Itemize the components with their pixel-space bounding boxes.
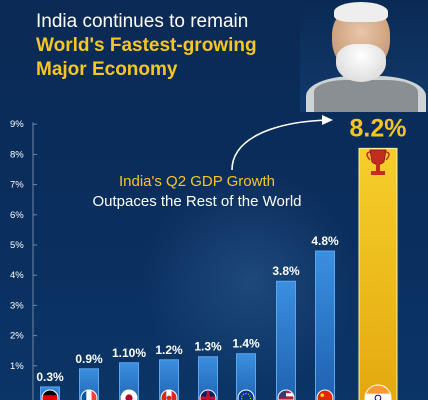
headline: India continues to remain World's Fastes… bbox=[36, 10, 316, 82]
portrait-photo bbox=[300, 0, 428, 112]
data-label-eurozone: 1.4% bbox=[232, 337, 260, 351]
y-tick-label: 1% bbox=[10, 361, 24, 372]
annotation-line-1: India's Q2 GDP Growth bbox=[119, 173, 275, 190]
flag-eurozone bbox=[237, 389, 255, 400]
headline-line-2: World's Fastest-growing bbox=[36, 35, 257, 56]
y-tick-label: 6% bbox=[10, 210, 24, 221]
y-tick-label: 9% bbox=[10, 119, 24, 130]
y-tick-label: 5% bbox=[10, 240, 24, 251]
annotation-arrow bbox=[231, 119, 329, 171]
data-label-india: 8.2% bbox=[350, 114, 407, 142]
flag-germany bbox=[41, 389, 59, 400]
trophy-icon bbox=[366, 149, 390, 175]
headline-line-1: India continues to remain bbox=[36, 11, 249, 32]
annotation-text: India's Q2 GDP Growth Outpaces the Rest … bbox=[52, 172, 342, 212]
flag-uk bbox=[199, 389, 217, 400]
data-label-germany: 0.3% bbox=[36, 370, 64, 384]
data-label-usa: 3.8% bbox=[272, 264, 300, 278]
data-label-uk: 1.3% bbox=[194, 340, 222, 354]
bar-canada bbox=[159, 359, 179, 400]
y-tick-label: 2% bbox=[10, 331, 24, 342]
data-label-japan: 1.10% bbox=[112, 346, 146, 360]
annotation-arrow-head bbox=[322, 115, 333, 125]
y-tick-label: 8% bbox=[10, 149, 24, 160]
flag-china bbox=[316, 389, 334, 400]
y-tick-label: 7% bbox=[10, 180, 24, 191]
bar-eurozone bbox=[236, 353, 256, 400]
bar-uk bbox=[198, 356, 218, 400]
y-tick-label: 3% bbox=[10, 300, 24, 311]
bar-usa bbox=[276, 280, 296, 400]
data-label-china: 4.8% bbox=[311, 234, 339, 248]
flag-canada bbox=[160, 389, 178, 400]
bar-china bbox=[315, 250, 335, 400]
annotation-line-2: Outpaces the Rest of the World bbox=[92, 193, 302, 210]
flag-france bbox=[80, 389, 98, 400]
data-label-france: 0.9% bbox=[75, 352, 103, 366]
bar-japan bbox=[119, 362, 139, 400]
flag-india bbox=[364, 384, 392, 400]
data-label-canada: 1.2% bbox=[155, 343, 183, 357]
y-tick-label: 4% bbox=[10, 270, 24, 281]
bar-india bbox=[358, 147, 398, 400]
headline-line-3: Major Economy bbox=[36, 59, 178, 80]
